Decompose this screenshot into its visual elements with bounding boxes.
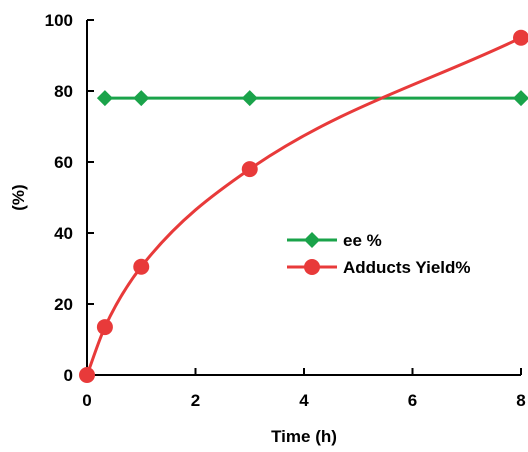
legend-ee-label: ee % [343, 231, 382, 250]
x-tick-label: 0 [82, 391, 91, 410]
y-tick-label: 0 [64, 366, 73, 385]
legend-ee-diamond-icon [304, 232, 320, 248]
legend-yield-label: Adducts Yield% [343, 258, 471, 277]
legend-item-yield: Adducts Yield% [287, 258, 471, 277]
x-tick-label: 6 [408, 391, 417, 410]
legend-item-ee: ee % [287, 231, 382, 250]
y-axis-ticks: 0 20 40 60 80 100 [45, 11, 94, 385]
y-tick-label: 40 [54, 224, 73, 243]
data-point-s1-4 [513, 29, 528, 46]
legend: ee % Adducts Yield% [287, 231, 471, 277]
marker-layer [79, 29, 528, 383]
data-point-s0-3 [513, 90, 528, 107]
legend-yield-circle-icon [304, 259, 320, 275]
y-tick-label: 80 [54, 82, 73, 101]
data-point-s0-1 [133, 90, 150, 107]
data-point-s0-0 [96, 90, 113, 107]
data-point-s1-3 [241, 161, 258, 178]
y-tick-label: 100 [45, 11, 73, 30]
series-line-1 [85, 36, 522, 376]
y-axis-title: (%) [9, 184, 28, 210]
x-tick-label: 4 [299, 391, 309, 410]
x-tick-label: 2 [191, 391, 200, 410]
y-tick-label: 60 [54, 153, 73, 172]
plot-area: 0 20 40 60 80 100 0 2 4 6 8 [45, 11, 528, 410]
data-point-s0-2 [241, 90, 258, 107]
data-point-s1-2 [133, 258, 150, 275]
x-axis-title: Time (h) [271, 427, 337, 446]
x-tick-label: 8 [516, 391, 525, 410]
series-layer [85, 36, 522, 376]
data-point-s1-1 [96, 319, 113, 336]
data-point-s1-0 [79, 367, 95, 383]
y-tick-label: 20 [54, 295, 73, 314]
